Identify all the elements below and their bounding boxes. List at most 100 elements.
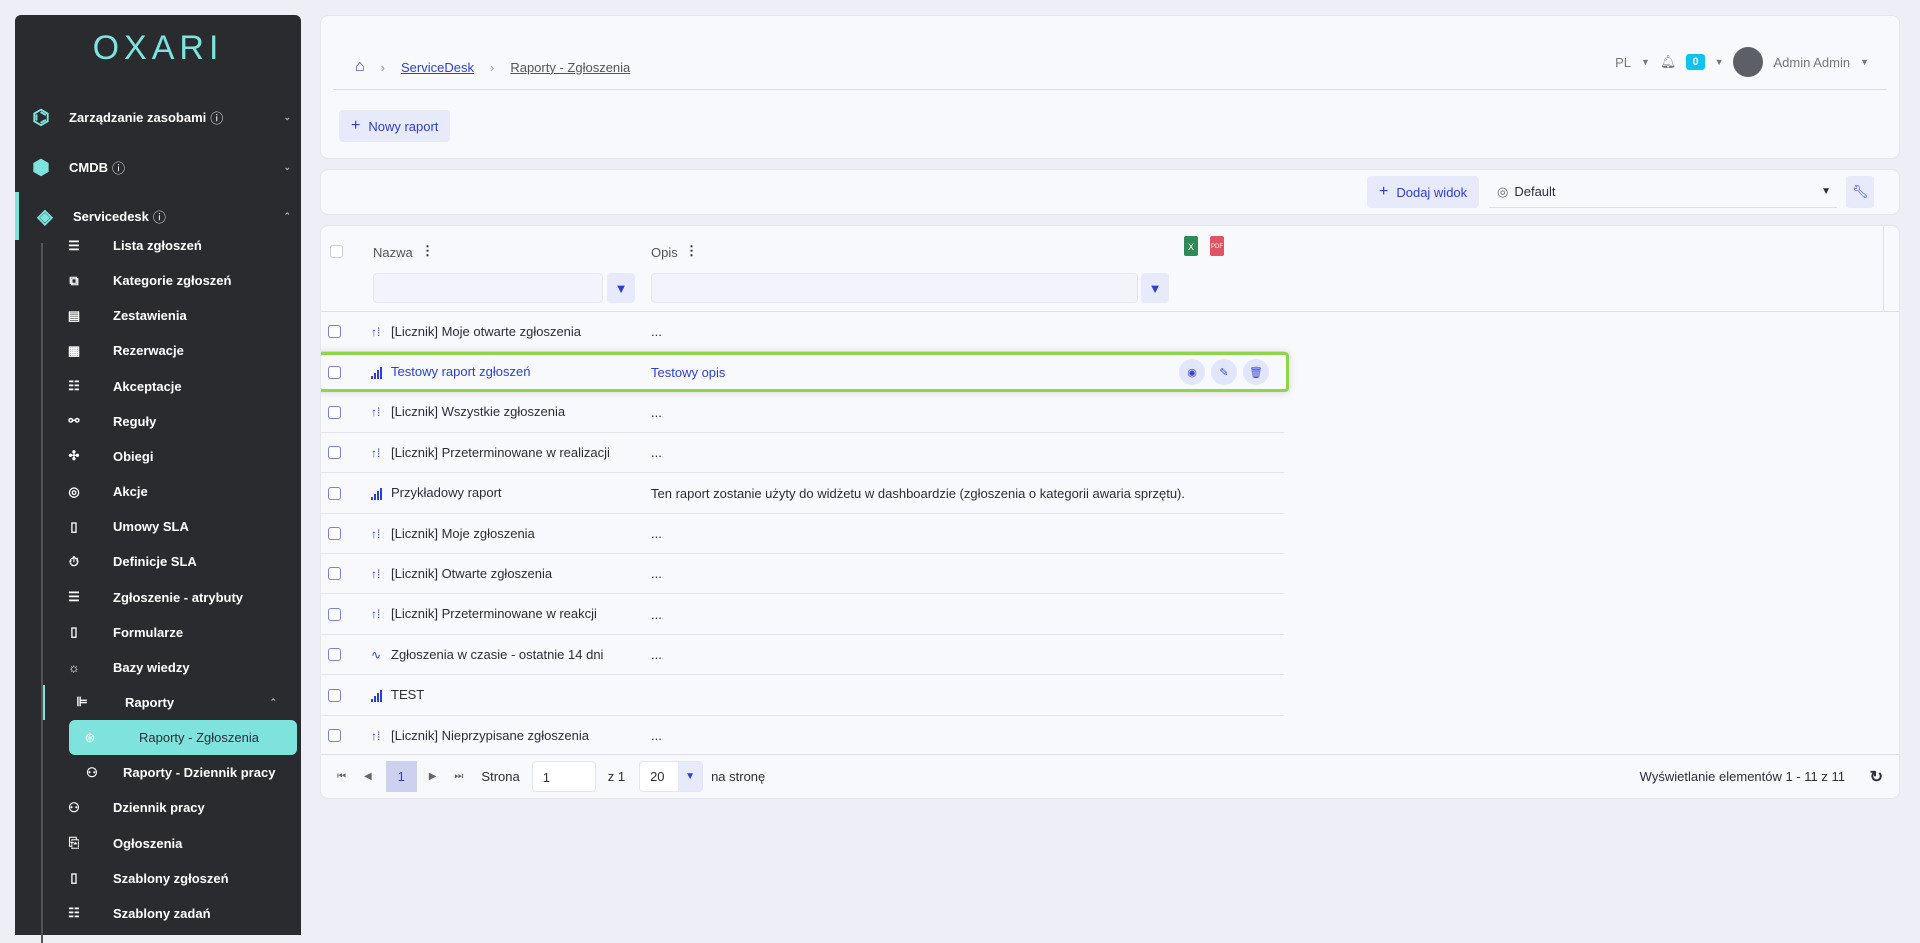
breadcrumb-servicedesk[interactable]: ServiceDesk xyxy=(401,59,474,75)
counter-report-icon: ↑⁞ xyxy=(371,566,381,581)
row-checkbox[interactable] xyxy=(328,729,341,742)
row-checkbox[interactable] xyxy=(328,567,341,581)
table-row[interactable]: Przykładowy raport Ten raport zostanie u… xyxy=(321,474,1284,514)
menu-icon: ⚯ xyxy=(68,413,80,429)
table-row[interactable]: ↑⁞ [Licznik] Wszystkie zgłoszenia ... xyxy=(321,393,1284,433)
row-checkbox[interactable] xyxy=(328,688,341,702)
pagination: ⏮ ◀ 1 ▶ ⏭ Strona 1 z 1 20 ▼ na stronę Wy… xyxy=(321,754,1899,798)
first-page-icon[interactable]: ⏮ xyxy=(337,771,346,782)
sidebar-item[interactable]: ☷ Szablony zadań xyxy=(49,896,299,931)
pagination-summary: Wyświetlanie elementów 1 - 11 z 11 xyxy=(1639,769,1845,784)
row-checkbox[interactable] xyxy=(328,648,341,662)
report-desc: Ten raport zostanie użyty do widżetu w d… xyxy=(651,485,1185,501)
avatar[interactable] xyxy=(1733,47,1764,77)
counter-report-icon: ↑⁞ xyxy=(371,728,381,743)
table-row[interactable]: ↑⁞ [Licznik] Moje zgłoszenia ... xyxy=(321,514,1284,554)
header-card: ⌂ › ServiceDesk › Raporty - Zgłoszenia P… xyxy=(320,15,1900,159)
prev-page-icon[interactable]: ◀ xyxy=(364,771,372,782)
sidebar-item[interactable]: ☰ Lista zgłoszeń xyxy=(49,228,299,263)
user-menu[interactable]: Admin Admin xyxy=(1773,54,1851,70)
table-row[interactable]: ∿ Zgłoszenia w czasie - ostatnie 14 dni .… xyxy=(321,635,1284,676)
edit-icon[interactable]: ✎ xyxy=(1211,359,1237,386)
menu-icon: ⚇ xyxy=(86,764,98,780)
new-report-button[interactable]: + Nowy raport xyxy=(339,110,451,142)
logo: OXARI xyxy=(92,29,224,67)
sidebar-item[interactable]: ⧉ Kategorie zgłoszeń xyxy=(49,263,299,298)
table-row[interactable]: ↑⁞ [Licznik] Przeterminowane w reakcji ..… xyxy=(321,595,1284,635)
column-menu-icon[interactable]: ⋮ xyxy=(421,243,434,258)
per-page-select[interactable]: 20 ▼ xyxy=(639,761,704,792)
line-report-icon: ∿ xyxy=(371,647,382,662)
sidebar-item[interactable]: ☷ Akceptacje xyxy=(49,369,299,404)
counter-report-icon: ↑⁞ xyxy=(371,607,381,622)
wrench-button[interactable]: 🔧︎ xyxy=(1846,176,1874,208)
sidebar-item[interactable]: ⚯ Reguły xyxy=(49,404,299,439)
menu-icon: ▤ xyxy=(67,307,81,323)
sidebar-item[interactable]: ✣ Obiegi xyxy=(49,439,299,474)
sidebar-item-cmdb[interactable]: ⬢ CMDB ⓘ ⌄ xyxy=(15,143,301,191)
menu-icon: ⚇ xyxy=(68,799,80,815)
notification-badge[interactable]: 0 xyxy=(1686,54,1705,70)
sidebar-item-servicedesk[interactable]: ◈ Servicedesk ⓘ ⌃ xyxy=(15,192,301,240)
pdf-export-icon[interactable]: PDF xyxy=(1210,236,1224,256)
row-checkbox[interactable] xyxy=(328,607,341,621)
select-all-checkbox[interactable] xyxy=(330,245,343,258)
row-checkbox[interactable] xyxy=(328,527,341,540)
home-icon[interactable]: ⌂ xyxy=(355,58,365,75)
eye-icon: ◎ xyxy=(1497,183,1509,199)
add-view-button[interactable]: + Dodaj widok xyxy=(1367,176,1480,208)
name-filter-input[interactable] xyxy=(373,273,603,303)
column-desc[interactable]: Opis xyxy=(651,245,678,260)
table-row[interactable]: ↑⁞ [Licznik] Przeterminowane w realizacji… xyxy=(321,433,1284,474)
sidebar-item[interactable]: ⏱ Definicje SLA xyxy=(49,544,299,579)
sidebar-item[interactable]: ⚇ Raporty - Dziennik pracy xyxy=(69,755,299,790)
table-row[interactable]: TEST xyxy=(321,676,1284,716)
sidebar-item[interactable]: ⊛ Raporty - Zgłoszenia xyxy=(69,720,297,756)
tree-line xyxy=(41,243,43,943)
last-page-icon[interactable]: ⏭ xyxy=(454,771,464,782)
sidebar-item[interactable]: ☰ Zgłoszenie - atrybuty xyxy=(49,580,299,615)
bell-icon[interactable]: 🔔︎ xyxy=(1659,54,1677,69)
top-right: PL ▼ 🔔︎ 0 ▼ Admin Admin ▼ xyxy=(1615,47,1869,77)
sidebar-item[interactable]: ⎘ Ogłoszenia xyxy=(49,826,299,861)
view-icon[interactable]: ◉ xyxy=(1179,359,1205,386)
report-desc: ... xyxy=(651,324,662,339)
row-checkbox[interactable] xyxy=(328,325,341,338)
page-input[interactable]: 1 xyxy=(531,761,596,792)
table-row[interactable]: Testowy raport zgłoszeń Testowy opis ◉ ✎ 🗑︎ xyxy=(321,352,1289,393)
next-page-icon[interactable]: ▶ xyxy=(428,771,437,782)
view-select[interactable]: ◎ Default ▼ xyxy=(1489,176,1837,208)
column-name[interactable]: Nazwa xyxy=(373,245,413,260)
filter-icon[interactable]: ▼ xyxy=(1141,273,1169,303)
filter-icon[interactable]: ▼ xyxy=(607,273,635,303)
page-1-button[interactable]: 1 xyxy=(385,761,417,792)
language-select[interactable]: PL xyxy=(1615,54,1631,70)
table-row[interactable]: ↑⁞ [Licznik] Moje otwarte zgłoszenia ... xyxy=(321,312,1284,352)
menu-icon: ⊛ xyxy=(84,729,96,745)
table-row[interactable]: ↑⁞ [Licznik] Nieprzypisane zgłoszenia ... xyxy=(321,716,1284,756)
table-row[interactable]: ↑⁞ [Licznik] Otwarte zgłoszenia ... xyxy=(321,554,1284,595)
sidebar-item[interactable]: ▯ Umowy SLA xyxy=(49,509,299,544)
counter-report-icon: ↑⁞ xyxy=(371,405,381,420)
sidebar-item[interactable]: ▦ Rezerwacje xyxy=(49,333,299,368)
excel-export-icon[interactable]: X xyxy=(1184,236,1198,256)
sidebar-item[interactable]: ◎ Akcje xyxy=(49,474,299,509)
delete-icon[interactable]: 🗑︎ xyxy=(1243,359,1269,386)
sidebar-item[interactable]: ▯ Formularze xyxy=(49,615,299,650)
refresh-icon[interactable]: ↻ xyxy=(1869,768,1883,786)
row-checkbox[interactable] xyxy=(328,446,341,460)
sidebar-item[interactable]: ⊫ Raporty ⌃ xyxy=(41,684,291,720)
row-checkbox[interactable] xyxy=(328,486,341,500)
report-desc: ... xyxy=(651,526,662,541)
sidebar-item[interactable]: ▯ Szablony zgłoszeń xyxy=(49,861,299,896)
menu-icon: ⎘ xyxy=(68,835,80,851)
sidebar-item[interactable]: ⚇ Dziennik pracy xyxy=(49,790,299,825)
sidebar-item[interactable]: ▤ Zestawienia xyxy=(49,298,299,333)
row-checkbox[interactable] xyxy=(328,405,341,419)
sidebar-item[interactable]: ☼ Bazy wiedzy xyxy=(49,650,299,685)
desc-filter-input[interactable] xyxy=(651,273,1138,303)
sidebar-item-zasoby[interactable]: ⌬ Zarządzanie zasobami ⓘ ⌄ xyxy=(15,93,301,141)
column-menu-icon[interactable]: ⋮ xyxy=(685,243,698,258)
row-checkbox[interactable] xyxy=(328,365,341,379)
breadcrumb-current[interactable]: Raporty - Zgłoszenia xyxy=(510,59,631,75)
